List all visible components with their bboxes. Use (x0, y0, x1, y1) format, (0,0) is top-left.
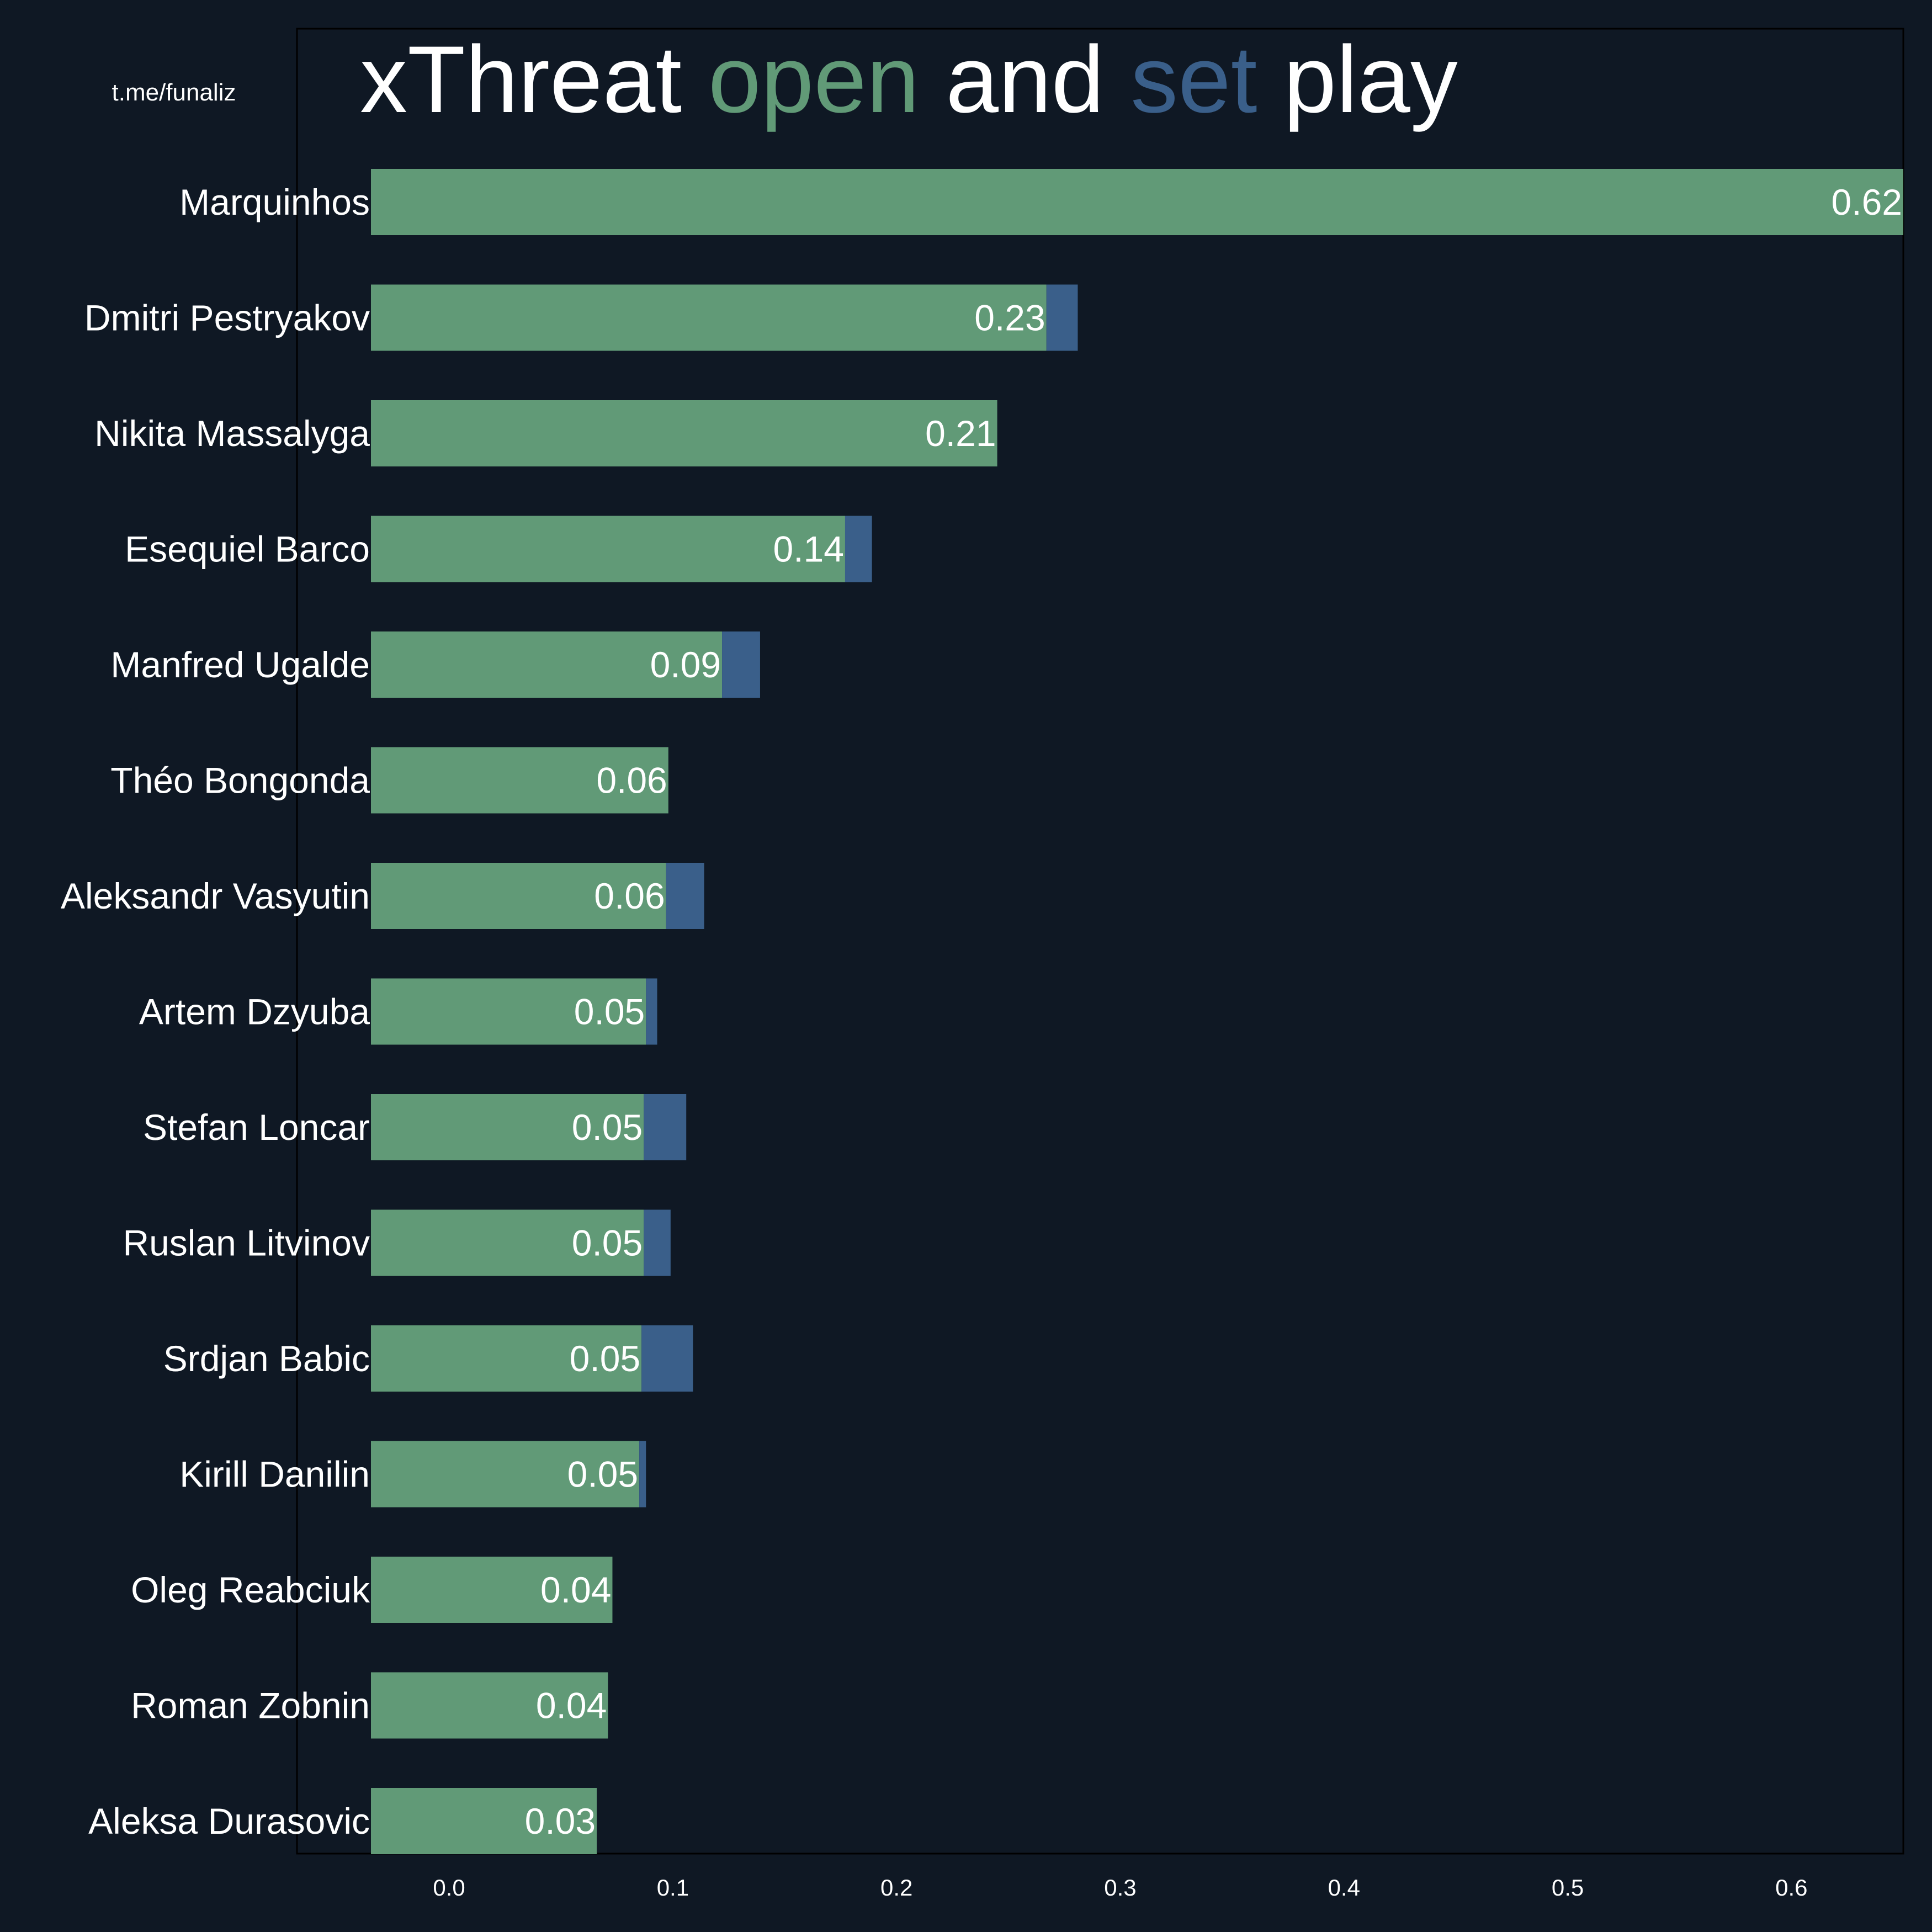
value-labels: 0.62 0.23 0.21 0.14 0.09 0.06 0.06 0.05 0.05 0.05… (525, 182, 1902, 1841)
value-label: 0.03 (525, 1801, 596, 1841)
x-tick-label: 0.4 (1328, 1875, 1360, 1901)
category-label: Artem Dzyuba (139, 991, 370, 1032)
value-label: 0.23 (974, 298, 1045, 338)
bar-set-4 (722, 631, 760, 698)
title-part-open: open (708, 26, 920, 132)
bar-open-12 (371, 1557, 613, 1623)
value-label: 0.05 (570, 1338, 640, 1379)
x-tick-label: 0.3 (1104, 1875, 1136, 1901)
category-labels: Marquinhos Dmitri Pestryakov Nikita Massal… (61, 182, 370, 1841)
value-label: 0.05 (572, 1107, 643, 1148)
chart-title: xThreat open and set play (360, 26, 1458, 132)
bar-open-4 (371, 631, 723, 698)
category-label: Oleg Reabciuk (131, 1569, 370, 1610)
value-label: 0.09 (650, 644, 721, 685)
value-label: 0.05 (574, 991, 645, 1032)
category-label: Roman Zobnin (131, 1685, 370, 1726)
bar-open-14 (371, 1788, 597, 1854)
value-label: 0.05 (567, 1454, 638, 1495)
x-tick-label: 0.0 (433, 1875, 465, 1901)
category-label: Théo Bongonda (110, 760, 370, 801)
x-axis-ticks: 0.0 0.1 0.2 0.3 0.4 0.5 0.6 (433, 1875, 1807, 1901)
x-tick-label: 0.6 (1775, 1875, 1807, 1901)
bar-set-6 (666, 863, 704, 929)
bar-open-1 (371, 284, 1047, 351)
value-label: 0.14 (773, 529, 843, 570)
category-label: Marquinhos (179, 182, 370, 222)
x-tick-label: 0.5 (1552, 1875, 1584, 1901)
x-tick-label: 0.1 (657, 1875, 689, 1901)
value-label: 0.04 (540, 1569, 611, 1610)
watermark: t.me/funaliz (112, 79, 236, 106)
title-part-set: set (1130, 26, 1257, 132)
title-part-plain: play (1257, 26, 1458, 132)
value-label: 0.06 (594, 875, 665, 916)
title-part-plain: and (920, 26, 1131, 132)
bar-set-10 (641, 1325, 693, 1392)
category-label: Aleksa Durasovic (88, 1801, 370, 1841)
bar-open-7 (371, 978, 646, 1045)
category-label: Srdjan Babic (163, 1338, 370, 1379)
bar-set-9 (644, 1209, 671, 1276)
category-label: Stefan Loncar (143, 1107, 370, 1148)
value-label: 0.21 (925, 413, 996, 454)
bar-open-5 (371, 747, 668, 814)
title-part-plain: xThreat (360, 26, 708, 132)
category-label: Manfred Ugalde (110, 644, 370, 685)
bar-open-9 (371, 1209, 644, 1276)
category-label: Esequiel Barco (125, 529, 370, 570)
category-label: Dmitri Pestryakov (84, 298, 370, 338)
bar-open-8 (371, 1094, 644, 1160)
category-label: Kirill Danilin (179, 1454, 370, 1495)
x-tick-label: 0.2 (880, 1875, 912, 1901)
bar-open-6 (371, 863, 666, 929)
bars-layer (371, 169, 1903, 1854)
bar-open-11 (371, 1441, 640, 1508)
bar-open-10 (371, 1325, 642, 1392)
bar-set-1 (1046, 284, 1078, 351)
category-label: Ruslan Litvinov (123, 1223, 370, 1264)
bar-open-13 (371, 1672, 608, 1739)
value-label: 0.04 (536, 1685, 607, 1726)
bar-set-3 (845, 516, 872, 582)
bar-open-2 (371, 400, 997, 466)
category-label: Aleksandr Vasyutin (61, 875, 370, 916)
bar-set-8 (644, 1094, 687, 1160)
bar-set-7 (646, 978, 657, 1045)
bar-open-3 (371, 516, 845, 582)
axes-frame (296, 28, 1904, 1855)
category-label: Nikita Massalyga (94, 413, 370, 454)
value-label: 0.06 (596, 760, 667, 801)
bar-open-0 (371, 169, 1903, 235)
value-label: 0.05 (572, 1223, 643, 1264)
value-label: 0.62 (1832, 182, 1902, 222)
bar-set-11 (639, 1441, 646, 1508)
